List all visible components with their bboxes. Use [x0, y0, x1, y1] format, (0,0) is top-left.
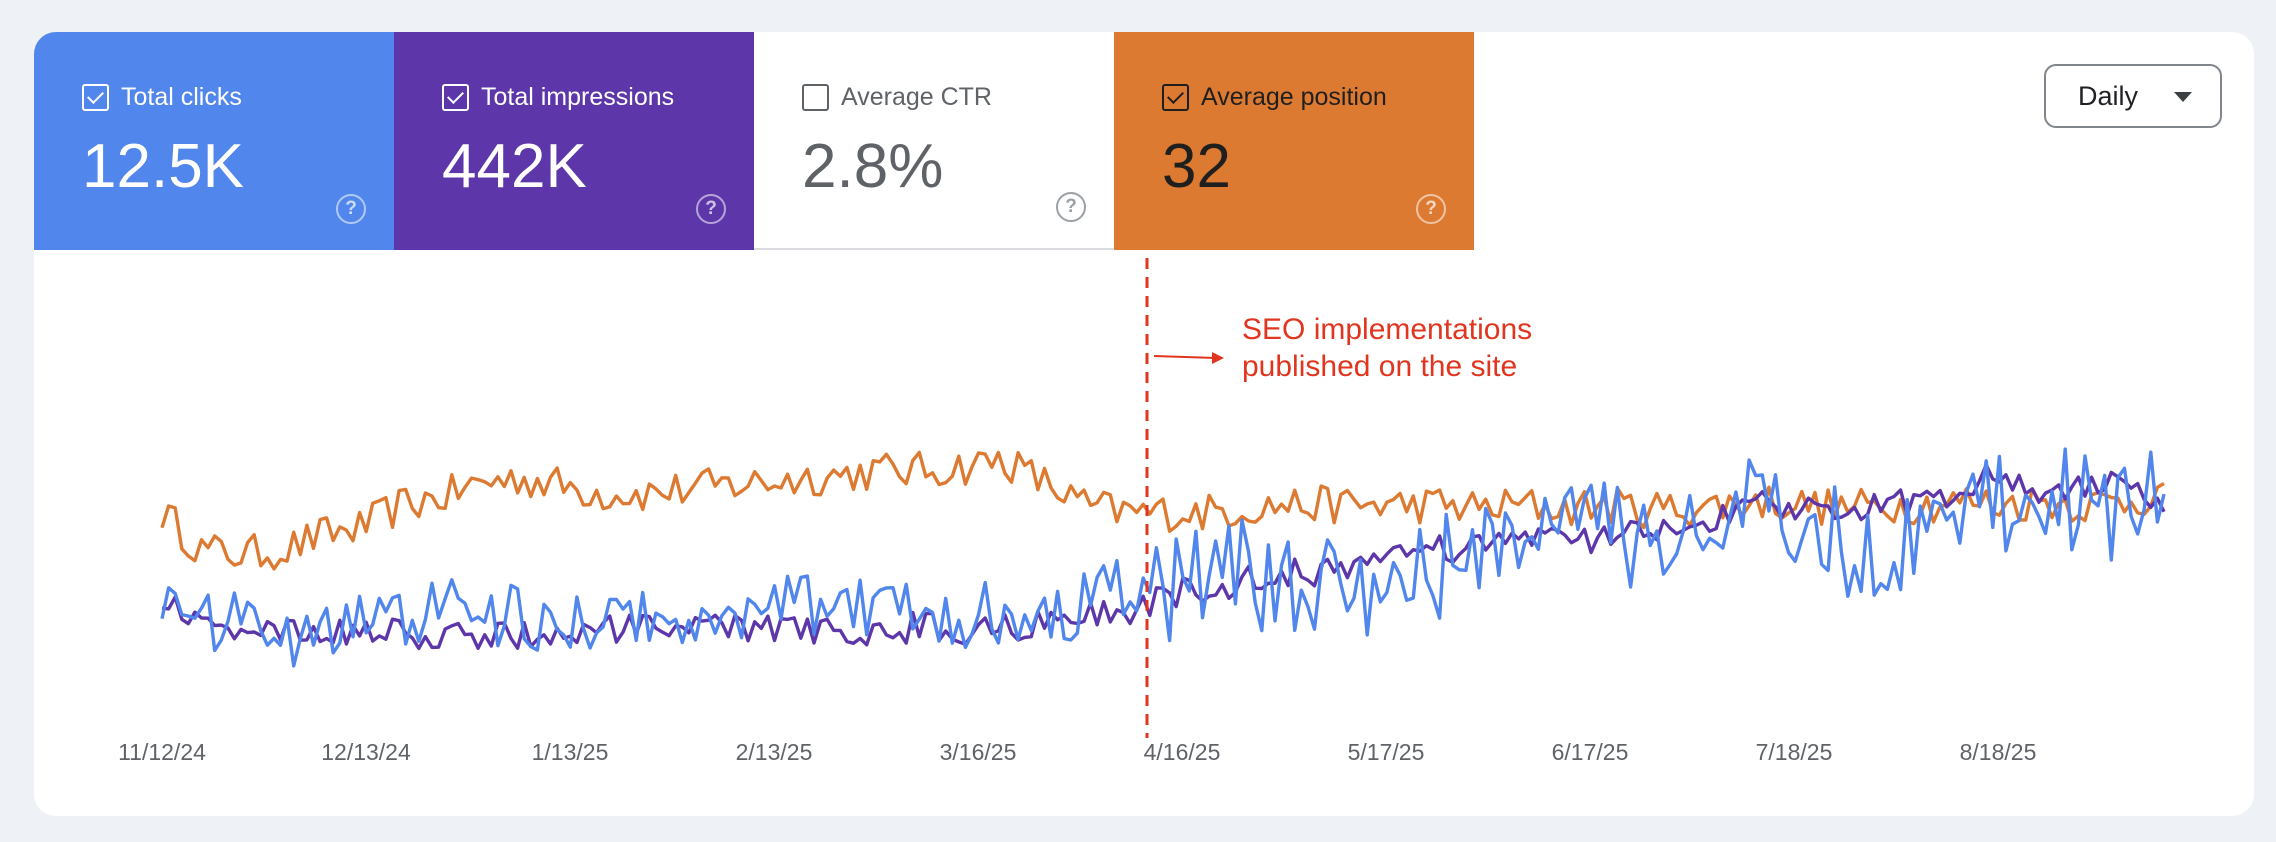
help-icon[interactable]: ? — [696, 194, 726, 224]
tile-header: Average CTR — [802, 80, 1114, 114]
arrow-head-icon — [1212, 352, 1224, 364]
tile-average-position[interactable]: Average position 32 ? — [1114, 32, 1474, 250]
help-icon[interactable]: ? — [1416, 194, 1446, 224]
checkbox-icon[interactable] — [82, 83, 109, 111]
x-tick-label: 6/17/25 — [1552, 739, 1629, 765]
annotation-text-line1: SEO implementations — [1242, 313, 1532, 346]
checkbox-icon[interactable] — [442, 83, 469, 111]
tile-label: Average position — [1201, 82, 1387, 111]
tile-total-impressions[interactable]: Total impressions 442K ? — [394, 32, 754, 250]
annotation-arrow — [1153, 355, 1217, 359]
x-tick-label: 12/13/24 — [321, 739, 411, 765]
x-axis-ticks: 11/12/24 12/13/24 1/13/25 2/13/25 3/16/25 4/1… — [118, 739, 2036, 765]
period-dropdown[interactable]: Daily — [2044, 64, 2222, 128]
help-icon[interactable]: ? — [1056, 192, 1086, 222]
performance-card: Total clicks 12.5K ? Total impressions 4… — [34, 32, 2254, 816]
tile-label: Total impressions — [481, 82, 675, 111]
x-tick-label: 7/18/25 — [1756, 739, 1833, 765]
tile-label: Total clicks — [121, 82, 242, 111]
tile-label: Average CTR — [841, 82, 992, 111]
checkbox-icon[interactable] — [802, 83, 829, 111]
tile-value: 2.8% — [802, 132, 944, 201]
x-tick-label: 5/17/25 — [1348, 739, 1425, 765]
x-tick-label: 3/16/25 — [940, 739, 1017, 765]
annotation-text-line2: published on the site — [1242, 350, 1517, 383]
caret-down-icon — [2174, 92, 2192, 102]
tile-header: Total clicks — [82, 80, 394, 114]
x-tick-label: 8/18/25 — [1960, 739, 2037, 765]
tile-value: 32 — [1162, 132, 1231, 201]
tile-value: 12.5K — [82, 132, 245, 201]
x-tick-label: 1/13/25 — [532, 739, 609, 765]
tile-header: Average position — [1162, 80, 1474, 114]
checkbox-icon[interactable] — [1162, 83, 1189, 111]
series-layer — [160, 447, 2166, 668]
tile-average-ctr[interactable]: Average CTR 2.8% ? — [754, 32, 1114, 250]
x-tick-label: 2/13/25 — [736, 739, 813, 765]
tile-total-clicks[interactable]: Total clicks 12.5K ? — [34, 32, 394, 250]
performance-chart: SEO implementations published on the sit… — [118, 258, 2166, 765]
x-tick-label: 4/16/25 — [1144, 739, 1221, 765]
period-dropdown-value: Daily — [2078, 80, 2139, 111]
tile-header: Total impressions — [442, 80, 754, 114]
tile-value: 442K — [442, 132, 587, 201]
series-line-total-clicks — [160, 447, 2166, 668]
series-line-average-position — [160, 450, 2165, 571]
help-icon[interactable]: ? — [336, 194, 366, 224]
x-tick-label: 11/12/24 — [118, 739, 206, 765]
